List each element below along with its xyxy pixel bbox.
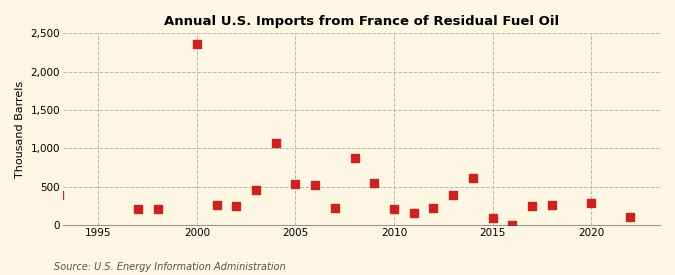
Point: [467, 176, 478, 181]
Point: [250, 188, 261, 192]
Point: [526, 204, 537, 209]
Point: [408, 211, 419, 215]
Point: [369, 181, 379, 185]
Point: [448, 192, 458, 197]
Point: [231, 204, 242, 208]
Point: [428, 206, 439, 211]
Point: [625, 214, 636, 219]
Point: [507, 223, 518, 227]
Point: [487, 216, 498, 221]
Point: [53, 192, 64, 197]
Point: [132, 207, 143, 211]
Point: [271, 141, 281, 145]
Point: [586, 200, 597, 205]
Point: [389, 207, 400, 211]
Point: [192, 42, 202, 46]
Point: [211, 203, 222, 207]
Point: [329, 205, 340, 210]
Point: [290, 182, 301, 186]
Point: [152, 207, 163, 211]
Point: [546, 203, 557, 207]
Point: [349, 155, 360, 160]
Y-axis label: Thousand Barrels: Thousand Barrels: [15, 81, 25, 178]
Title: Annual U.S. Imports from France of Residual Fuel Oil: Annual U.S. Imports from France of Resid…: [164, 15, 559, 28]
Point: [310, 183, 321, 188]
Text: Source: U.S. Energy Information Administration: Source: U.S. Energy Information Administ…: [54, 262, 286, 272]
